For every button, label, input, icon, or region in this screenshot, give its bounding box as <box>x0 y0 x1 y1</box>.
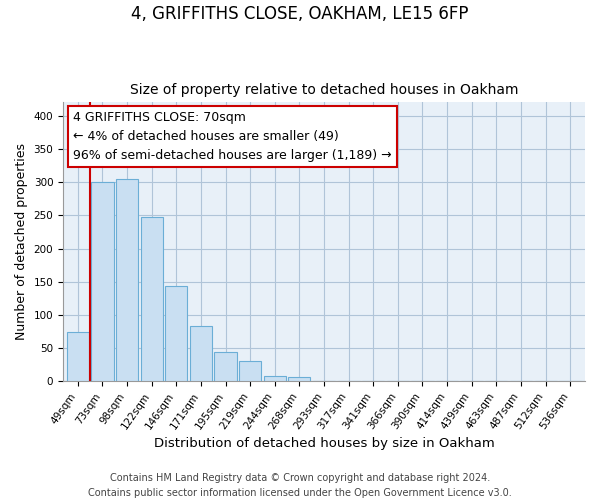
Bar <box>559 381 581 382</box>
Text: Contains HM Land Registry data © Crown copyright and database right 2024.
Contai: Contains HM Land Registry data © Crown c… <box>88 472 512 498</box>
Bar <box>214 352 236 382</box>
Bar <box>91 182 113 382</box>
Bar <box>263 376 286 382</box>
Y-axis label: Number of detached properties: Number of detached properties <box>15 144 28 340</box>
Bar <box>116 179 138 382</box>
Bar <box>239 361 261 382</box>
Title: Size of property relative to detached houses in Oakham: Size of property relative to detached ho… <box>130 83 518 97</box>
Text: 4, GRIFFITHS CLOSE, OAKHAM, LE15 6FP: 4, GRIFFITHS CLOSE, OAKHAM, LE15 6FP <box>131 5 469 23</box>
Bar <box>140 216 163 382</box>
Bar <box>289 378 310 382</box>
Bar <box>165 286 187 382</box>
Bar <box>313 381 335 382</box>
Bar <box>485 381 508 382</box>
Text: 4 GRIFFITHS CLOSE: 70sqm
← 4% of detached houses are smaller (49)
96% of semi-de: 4 GRIFFITHS CLOSE: 70sqm ← 4% of detache… <box>73 110 392 162</box>
Bar <box>190 326 212 382</box>
Bar <box>387 381 409 382</box>
Bar <box>67 332 89 382</box>
X-axis label: Distribution of detached houses by size in Oakham: Distribution of detached houses by size … <box>154 437 494 450</box>
